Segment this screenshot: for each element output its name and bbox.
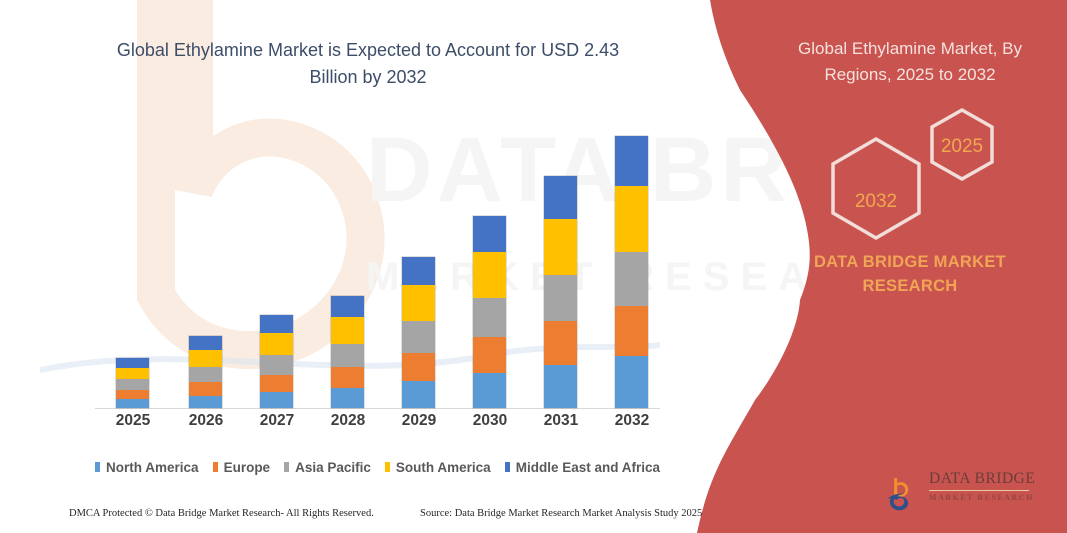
svg-text:2025: 2025 [941, 136, 983, 157]
svg-text:2032: 2032 [855, 191, 897, 212]
